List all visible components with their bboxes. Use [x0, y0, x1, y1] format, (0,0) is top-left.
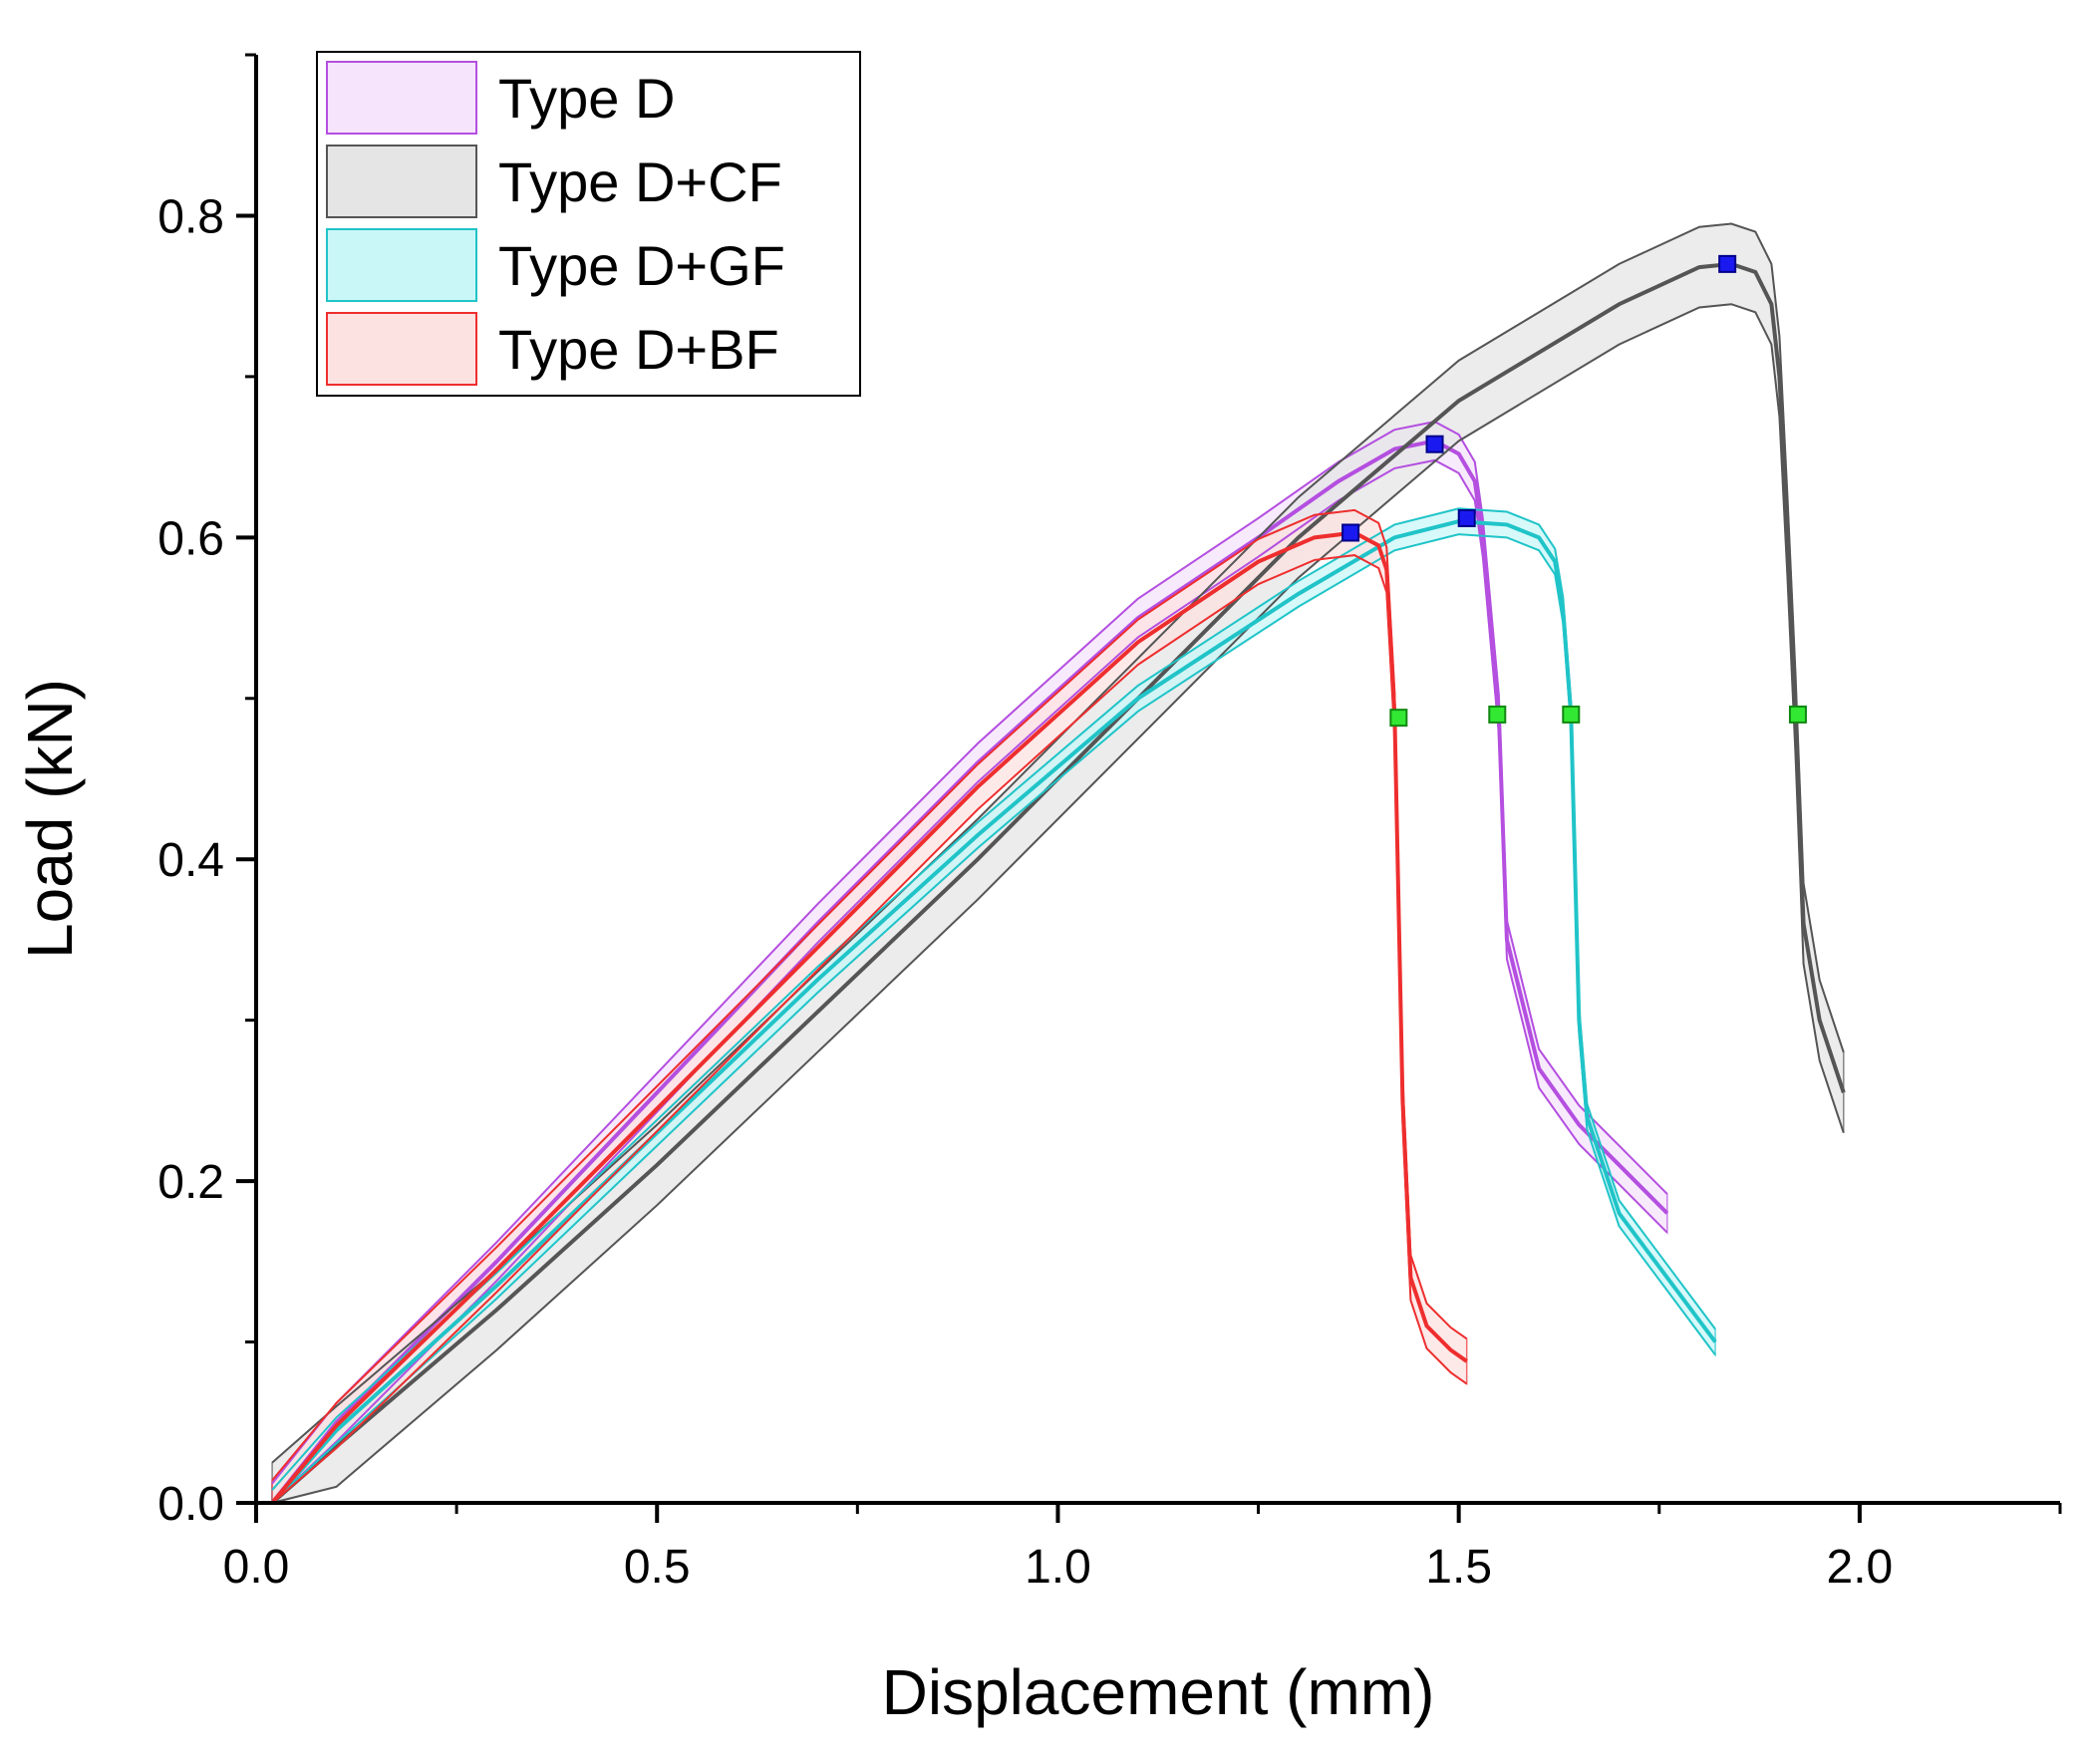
upper-curve-type-d-bf: [271, 508, 1468, 1482]
y-axis-title: Load (kN): [14, 679, 86, 959]
break-marker-type-d-bf: [1389, 709, 1408, 728]
y-tick-label: 0.6: [157, 512, 224, 565]
break-marker-type-d: [1488, 705, 1507, 724]
mean-curve-type-d-cf: [270, 261, 1846, 1505]
y-tick-label: 0.0: [157, 1478, 224, 1531]
mean-curve-type-d-bf: [270, 530, 1468, 1505]
legend-label: Type D+BF: [498, 318, 779, 381]
mean-curve-type-d-gf: [270, 519, 1717, 1505]
break-marker-type-d-gf: [1562, 705, 1581, 724]
max-load-marker-type-d: [1425, 435, 1444, 453]
y-tick-label: 0.8: [157, 190, 224, 243]
max-load-marker-type-d-cf: [1718, 254, 1737, 273]
legend-swatch: [326, 145, 477, 218]
band-type-d-cf: [271, 222, 1845, 1504]
legend-swatch: [326, 228, 477, 302]
lower-curve-type-d-bf: [271, 554, 1468, 1504]
max-load-marker-type-d-gf: [1457, 508, 1476, 527]
series-bands: [271, 222, 1845, 1505]
legend-label: Type D+GF: [498, 234, 785, 297]
x-tick-label: 0.5: [624, 1541, 691, 1594]
x-ticks: 0.0 0.5 1.0 1.5 2.0: [223, 1503, 2062, 1594]
axes: [254, 55, 2060, 1505]
break-marker-type-d-cf: [1788, 705, 1807, 724]
x-tick-label: 1.5: [1425, 1541, 1492, 1594]
y-tick-label: 0.2: [157, 1156, 224, 1209]
x-tick-label: 1.0: [1025, 1541, 1091, 1594]
x-tick-label: 2.0: [1827, 1541, 1894, 1594]
y-ticks: 0.0 0.2 0.4 0.6 0.8: [157, 53, 256, 1531]
x-tick-label: 0.0: [223, 1541, 290, 1594]
legend-swatch: [326, 61, 477, 135]
legend-swatch: [326, 312, 477, 386]
legend-label: Type D: [498, 67, 675, 130]
legend-label: Type D+CF: [498, 150, 782, 213]
y-tick-label: 0.4: [157, 834, 224, 887]
max-load-marker-type-d-bf: [1341, 523, 1360, 542]
x-axis-title: Displacement (mm): [882, 1656, 1435, 1728]
legend: Type D Type D+CF Type D+GF Type D+BF: [316, 51, 861, 397]
series-markers: [1341, 254, 1807, 728]
